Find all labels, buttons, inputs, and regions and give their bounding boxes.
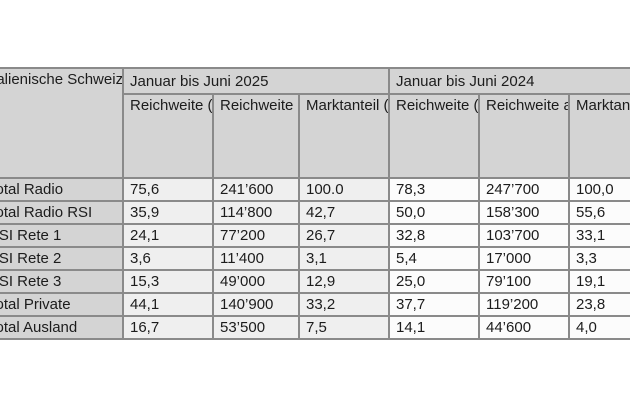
data-cell: 15,3: [122, 269, 214, 294]
data-cell: 23,8: [568, 292, 630, 317]
table-row: RSI Rete 3 15,3 49’000 12,9 25,0 79’100 …: [0, 269, 630, 294]
data-cell: 79’100: [478, 269, 570, 294]
data-cell: 7,5: [298, 315, 390, 340]
table-row: Total Ausland 16,7 53’500 7,5 14,1 44’60…: [0, 315, 630, 340]
data-cell: 114’800: [212, 200, 300, 225]
data-cell: 50,0: [388, 200, 480, 225]
row-label-total-radio: Total Radio: [0, 177, 124, 202]
data-cell: 44,1: [122, 292, 214, 317]
data-cell: 17’000: [478, 246, 570, 271]
data-cell: 35,9: [122, 200, 214, 225]
data-cell: 103’700: [478, 223, 570, 248]
data-cell: 33,1: [568, 223, 630, 248]
data-cell: 247’700: [478, 177, 570, 202]
data-cell: 32,8: [388, 223, 480, 248]
data-cell: 16,7: [122, 315, 214, 340]
row-label-rsi-rete-3: RSI Rete 3: [0, 269, 124, 294]
table-row: Total Radio 75,6 241’600 100.0 78,3 247’…: [0, 177, 630, 202]
table-row: RSI Rete 2 3,6 11’400 3,1 5,4 17’000 3,3: [0, 246, 630, 271]
data-cell: 5,4: [388, 246, 480, 271]
data-cell: 78,3: [388, 177, 480, 202]
data-cell: 158’300: [478, 200, 570, 225]
table-row: Total Radio RSI 35,9 114’800 42,7 50,0 1…: [0, 200, 630, 225]
data-cell: 24,1: [122, 223, 214, 248]
data-cell: 12,9: [298, 269, 390, 294]
row-label-total-radio-rsi: Total Radio RSI: [0, 200, 124, 225]
row-label-rsi-rete-2: RSI Rete 2: [0, 246, 124, 271]
sub-header-marktanteil-2025: Marktanteil (Prozent): [298, 93, 390, 179]
data-cell: 44’600: [478, 315, 570, 340]
data-cell: 3,1: [298, 246, 390, 271]
data-cell: 140’900: [212, 292, 300, 317]
sub-header-row: Reichweite (Prozent) Reichweite absolut …: [0, 93, 630, 179]
sub-header-reichweite-prozent-2024: Reichweite (Prozent): [388, 93, 480, 179]
data-cell: 19,1: [568, 269, 630, 294]
data-cell: 3,6: [122, 246, 214, 271]
group-header-row: Italienische Schweiz Januar bis Juni 202…: [0, 67, 630, 179]
data-cell: 37,7: [388, 292, 480, 317]
row-label-total-ausland: Total Ausland: [0, 315, 124, 340]
col-group-2025: Januar bis Juni 2025: [122, 67, 390, 95]
data-cell: 53’500: [212, 315, 300, 340]
data-cell: 4,0: [568, 315, 630, 340]
data-cell: 100,0: [568, 177, 630, 202]
data-cell: 75,6: [122, 177, 214, 202]
data-cell: 77’200: [212, 223, 300, 248]
data-cell: 3,3: [568, 246, 630, 271]
data-cell: 33,2: [298, 292, 390, 317]
sub-header-reichweite-absolut-2024: Reichweite absolut (Anzahl Personen): [478, 93, 570, 179]
data-cell: 100.0: [298, 177, 390, 202]
data-cell: 119’200: [478, 292, 570, 317]
col-group-2024: Januar bis Juni 2024: [388, 67, 630, 95]
data-cell: 241’600: [212, 177, 300, 202]
sub-header-reichweite-prozent-2025: Reichweite (Prozent): [122, 93, 214, 179]
row-label-rsi-rete-1: RSI Rete 1: [0, 223, 124, 248]
table-corner-header: Italienische Schweiz: [0, 67, 124, 179]
data-cell: 49’000: [212, 269, 300, 294]
table-row: RSI Rete 1 24,1 77’200 26,7 32,8 103’700…: [0, 223, 630, 248]
data-cell: 55,6: [568, 200, 630, 225]
sub-header-reichweite-absolut-2025: Reichweite absolut (Anzahl Personen): [212, 93, 300, 179]
data-cell: 11’400: [212, 246, 300, 271]
data-cell: 42,7: [298, 200, 390, 225]
data-cell: 26,7: [298, 223, 390, 248]
sub-header-marktanteil-2024: Marktanteil (Prozent): [568, 93, 630, 179]
row-label-total-private: Total Private: [0, 292, 124, 317]
table-row: Total Private 44,1 140’900 33,2 37,7 119…: [0, 292, 630, 317]
data-cell: 14,1: [388, 315, 480, 340]
audience-table: Italienische Schweiz Januar bis Juni 202…: [0, 67, 630, 340]
data-cell: 25,0: [388, 269, 480, 294]
